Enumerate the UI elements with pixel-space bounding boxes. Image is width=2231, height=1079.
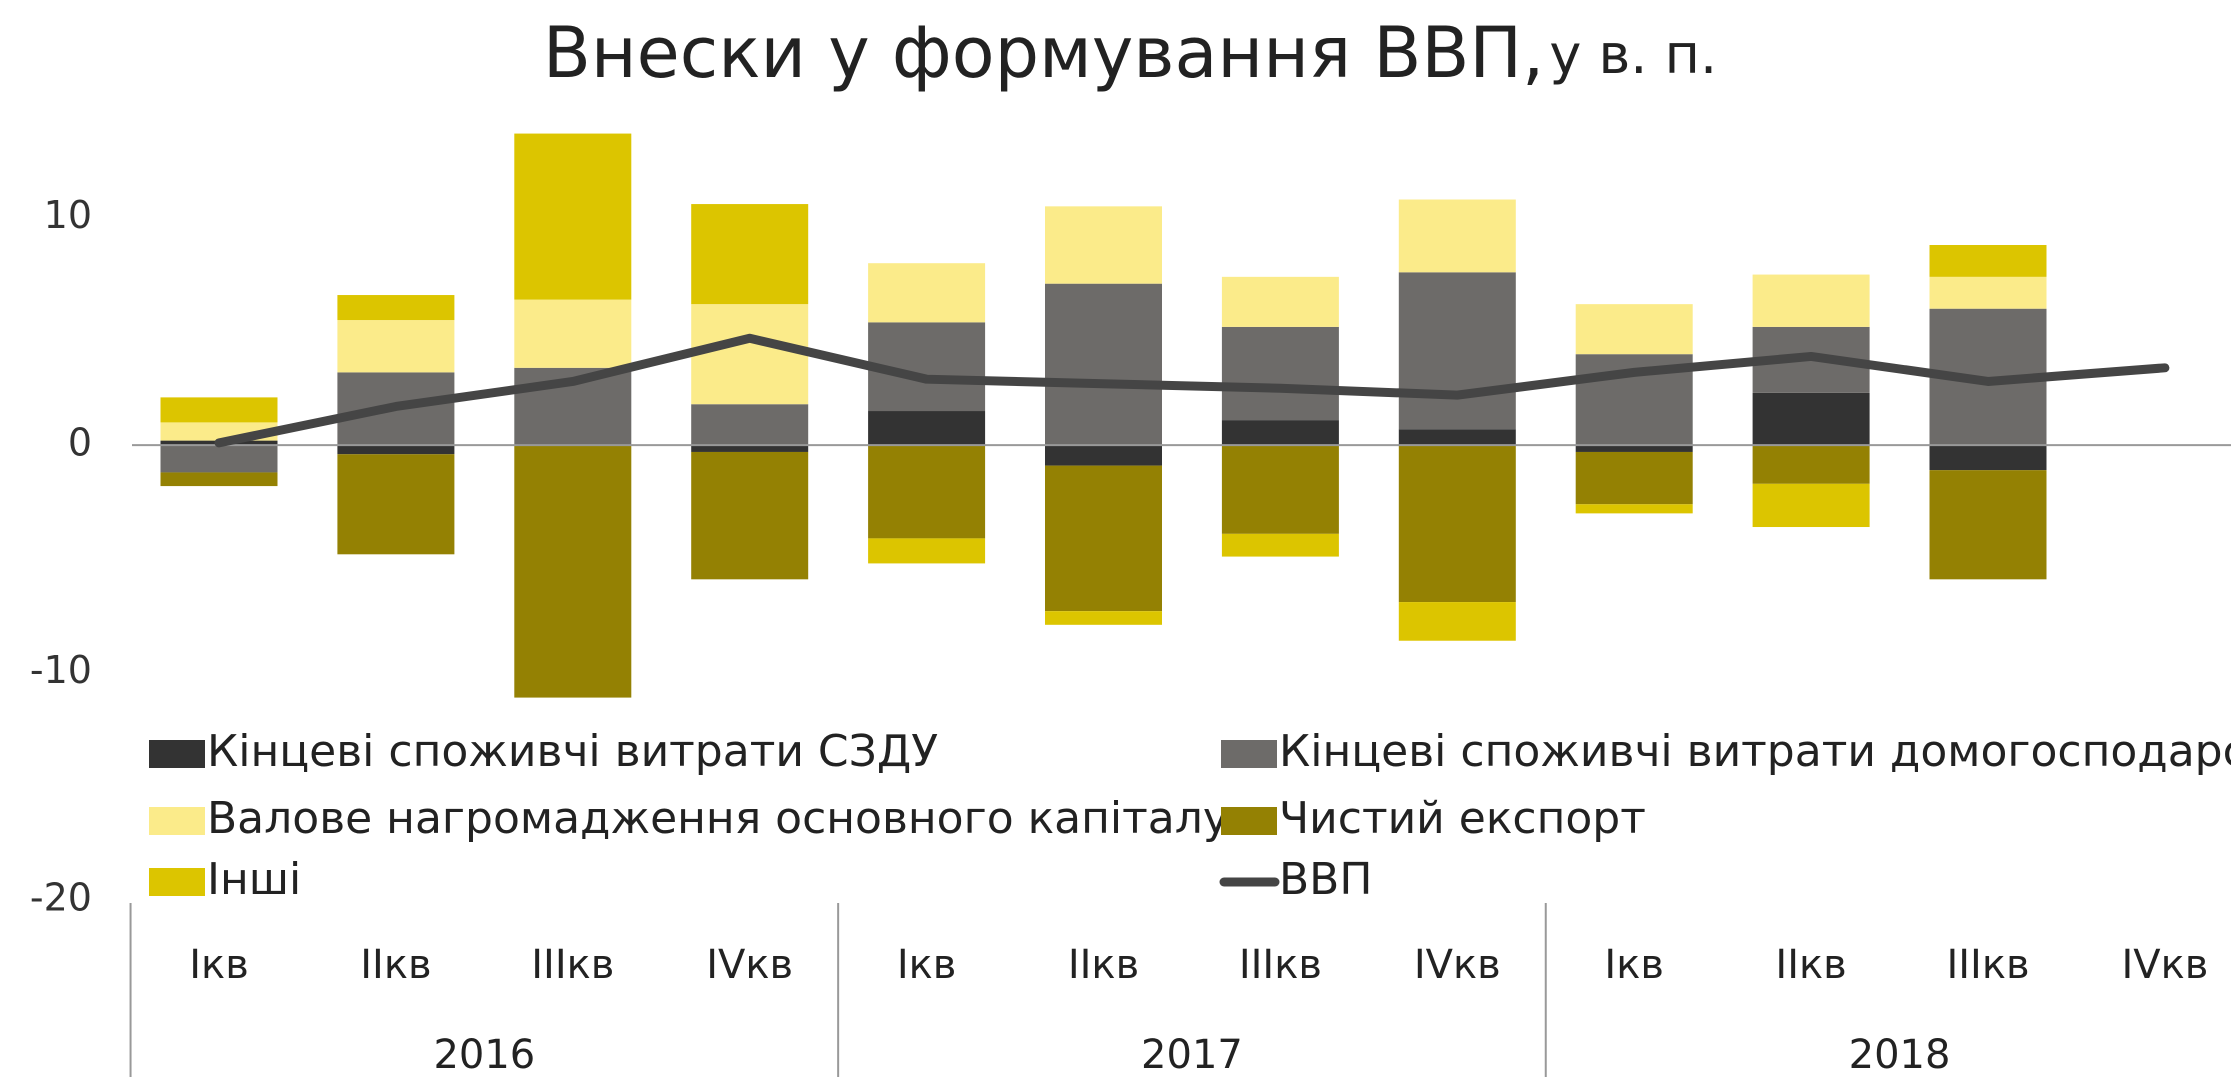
x-tick-label: Ікв xyxy=(1604,942,1664,988)
x-tick-label: ІІІкв xyxy=(531,942,614,988)
legend-label: Кінцеві споживчі витрати домогосподарств xyxy=(1279,726,2231,777)
bar-segment xyxy=(514,133,632,300)
bar-segment xyxy=(1045,465,1162,612)
bar-segment xyxy=(868,445,986,539)
legend-label: ВВП xyxy=(1279,854,1372,905)
bar-segment xyxy=(691,451,809,580)
bar-segment xyxy=(1221,420,1339,446)
group-label: 2016 xyxy=(433,1032,535,1078)
bar-segment xyxy=(1929,276,2047,309)
x-tick-label: ІVкв xyxy=(706,942,793,988)
x-tick-label: ІVкв xyxy=(2121,942,2208,988)
y-tick-label: 10 xyxy=(44,193,92,237)
x-tick-label: ІІІкв xyxy=(1239,942,1322,988)
bar-segment xyxy=(868,263,986,323)
legend-label: Кінцеві споживчі витрати СЗДУ xyxy=(207,726,938,777)
bar-segment xyxy=(160,472,278,487)
bar-segment xyxy=(1045,611,1162,625)
bar-segment xyxy=(1575,445,1693,452)
x-tick-label: ІІкв xyxy=(1775,942,1846,988)
bar-segment xyxy=(1752,445,1870,484)
bar-segment xyxy=(337,454,455,555)
bar-segment xyxy=(868,411,986,446)
y-tick-label: 0 xyxy=(68,421,92,465)
bar-segment xyxy=(691,304,809,405)
x-tick-label: ІІІкв xyxy=(1946,942,2029,988)
bar-segment xyxy=(1398,272,1516,430)
x-tick-label: ІІкв xyxy=(360,942,431,988)
chart-title: Внески у формування ВВП, xyxy=(543,12,1544,94)
legend-swatch xyxy=(1221,807,1277,835)
bar-segment xyxy=(1398,429,1516,446)
bar-segment xyxy=(337,295,455,321)
unit-label: у в. п. xyxy=(1549,23,1717,86)
bar-segment xyxy=(1398,602,1516,641)
y-tick-label: -10 xyxy=(30,648,92,692)
bar-segment xyxy=(1221,533,1339,557)
bar-segment xyxy=(1221,445,1339,534)
bar-segment xyxy=(514,299,632,368)
bar-segment xyxy=(1398,445,1516,603)
bar-segment xyxy=(1575,304,1693,355)
group-label: 2018 xyxy=(1849,1032,1951,1078)
bar-segment xyxy=(1575,451,1693,505)
y-tick-label: -20 xyxy=(30,876,92,920)
bar-segment xyxy=(337,445,455,455)
bar-segment xyxy=(1752,483,1870,528)
bar-segment xyxy=(337,320,455,373)
legend-swatch xyxy=(149,868,205,896)
bar-segment xyxy=(691,445,809,452)
bar-segment xyxy=(1929,245,2047,277)
line-series xyxy=(214,333,2170,448)
legend-label: Валове нагромадження основного капіталу xyxy=(207,793,1229,844)
bar-segment xyxy=(1929,470,2047,580)
bar-segment xyxy=(1575,504,1693,514)
bar-segment xyxy=(1929,445,2047,471)
bar-segment xyxy=(1221,326,1339,421)
bar-segment xyxy=(1752,274,1870,327)
legend-label: Чистий експорт xyxy=(1279,793,1646,844)
x-tick-label: Ікв xyxy=(897,942,957,988)
bar-segment xyxy=(160,445,278,473)
bar-segment xyxy=(691,404,809,446)
legend-label: Інші xyxy=(207,854,301,905)
x-tick-label: Ікв xyxy=(189,942,249,988)
bar-segment xyxy=(1045,283,1162,446)
chart-title-group: Внески у формування ВВП, у в. п. xyxy=(543,12,1717,94)
bar-segment xyxy=(1045,206,1162,284)
bar-segment xyxy=(1752,392,1870,446)
bar-segment xyxy=(1221,276,1339,327)
bar-segment xyxy=(1045,445,1162,466)
bar-segment xyxy=(1398,199,1516,273)
group-label: 2017 xyxy=(1141,1032,1243,1078)
x-tick-label: ІІкв xyxy=(1068,942,1139,988)
x-tick-label: ІVкв xyxy=(1414,942,1501,988)
bar-segment xyxy=(691,204,809,305)
legend-swatch xyxy=(149,807,205,835)
legend-swatch xyxy=(149,740,205,768)
bar-segment xyxy=(868,538,986,564)
bar-segment xyxy=(514,445,632,698)
bar-segment xyxy=(160,397,278,423)
legend-swatch xyxy=(1221,740,1277,768)
